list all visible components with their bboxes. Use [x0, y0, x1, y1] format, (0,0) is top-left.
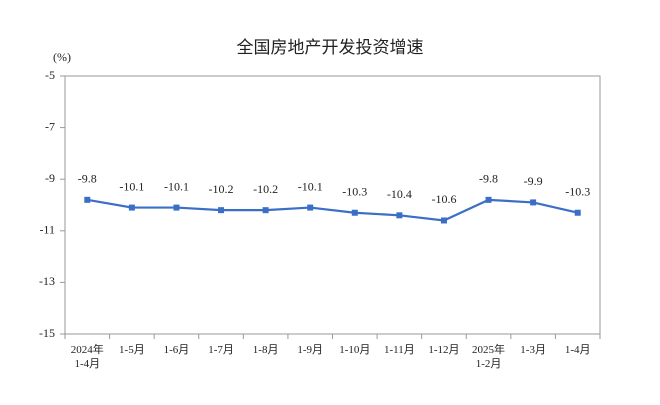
y-tick-label: -15	[39, 326, 55, 340]
data-label: -10.1	[119, 179, 144, 193]
data-label: -10.4	[387, 187, 412, 201]
x-tick-label: 1-9月	[297, 344, 324, 356]
data-label: -9.9	[524, 174, 543, 188]
data-label: -9.8	[78, 172, 97, 186]
data-label: -10.1	[298, 179, 323, 193]
data-label: -10.1	[164, 179, 189, 193]
x-tick-label: 1-8月	[252, 344, 279, 356]
x-tick-label: 1-7月	[208, 344, 234, 356]
x-tick-label: 1-3月	[520, 344, 546, 356]
x-tick-label: 1-10月	[339, 344, 371, 356]
marker	[351, 209, 358, 216]
y-tick-label: -5	[45, 68, 55, 82]
y-unit: (%)	[53, 50, 71, 64]
x-tick-label: 1-11月	[383, 344, 415, 356]
y-tick-label: -13	[39, 274, 55, 288]
chart-title: 全国房地产开发投资增速	[237, 38, 424, 58]
plot-frame	[64, 75, 601, 335]
marker	[440, 217, 447, 224]
marker	[530, 199, 537, 206]
data-label: -9.8	[479, 172, 498, 186]
data-label: -10.2	[253, 182, 278, 196]
marker	[396, 212, 403, 219]
line	[87, 198, 578, 222]
x-tick-label: 1-12月	[428, 344, 460, 356]
y-tick-label: -11	[39, 223, 55, 237]
marker	[307, 204, 314, 211]
data-label: -10.3	[565, 184, 590, 198]
marker	[262, 207, 269, 214]
marker	[218, 207, 225, 214]
x-tick-label: 1-5月	[119, 344, 145, 356]
data-label: -10.6	[431, 192, 456, 206]
x-tick-label: 2025年 1-2月	[472, 344, 506, 370]
x-tick-label: 2024年 1-4月	[70, 344, 104, 370]
marker	[485, 196, 492, 203]
marker	[173, 204, 180, 211]
x-tick-label: 1-4月	[564, 344, 591, 356]
data-label: -10.2	[209, 182, 234, 196]
x-tick-label: 1-6月	[163, 344, 190, 356]
marker	[128, 204, 135, 211]
y-tick-label: -7	[45, 119, 55, 133]
y-tick-label: -9	[45, 171, 55, 185]
marker	[84, 196, 91, 203]
data-label: -10.3	[342, 184, 367, 198]
marker	[574, 209, 581, 216]
